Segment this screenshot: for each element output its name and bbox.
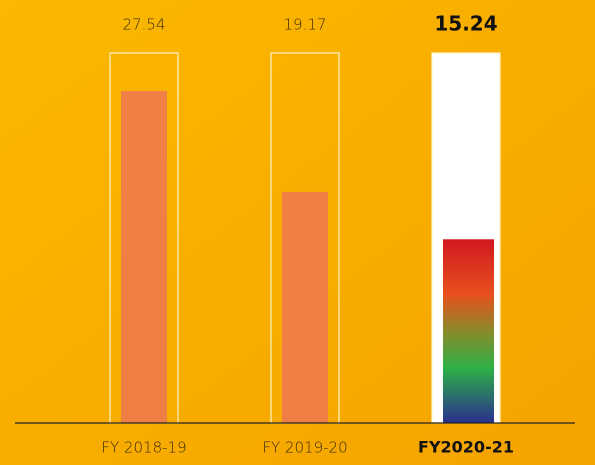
value-label: 27.54	[123, 16, 166, 34]
x-tick-label: FY 2018-19	[101, 439, 186, 457]
bar	[282, 191, 328, 423]
x-tick-label: FY2020-21	[418, 438, 514, 457]
bar	[121, 91, 167, 423]
x-tick-label: FY 2019-20	[262, 439, 347, 457]
value-label: 15.24	[434, 12, 497, 36]
bar	[443, 239, 494, 423]
value-label: 19.17	[284, 16, 327, 34]
